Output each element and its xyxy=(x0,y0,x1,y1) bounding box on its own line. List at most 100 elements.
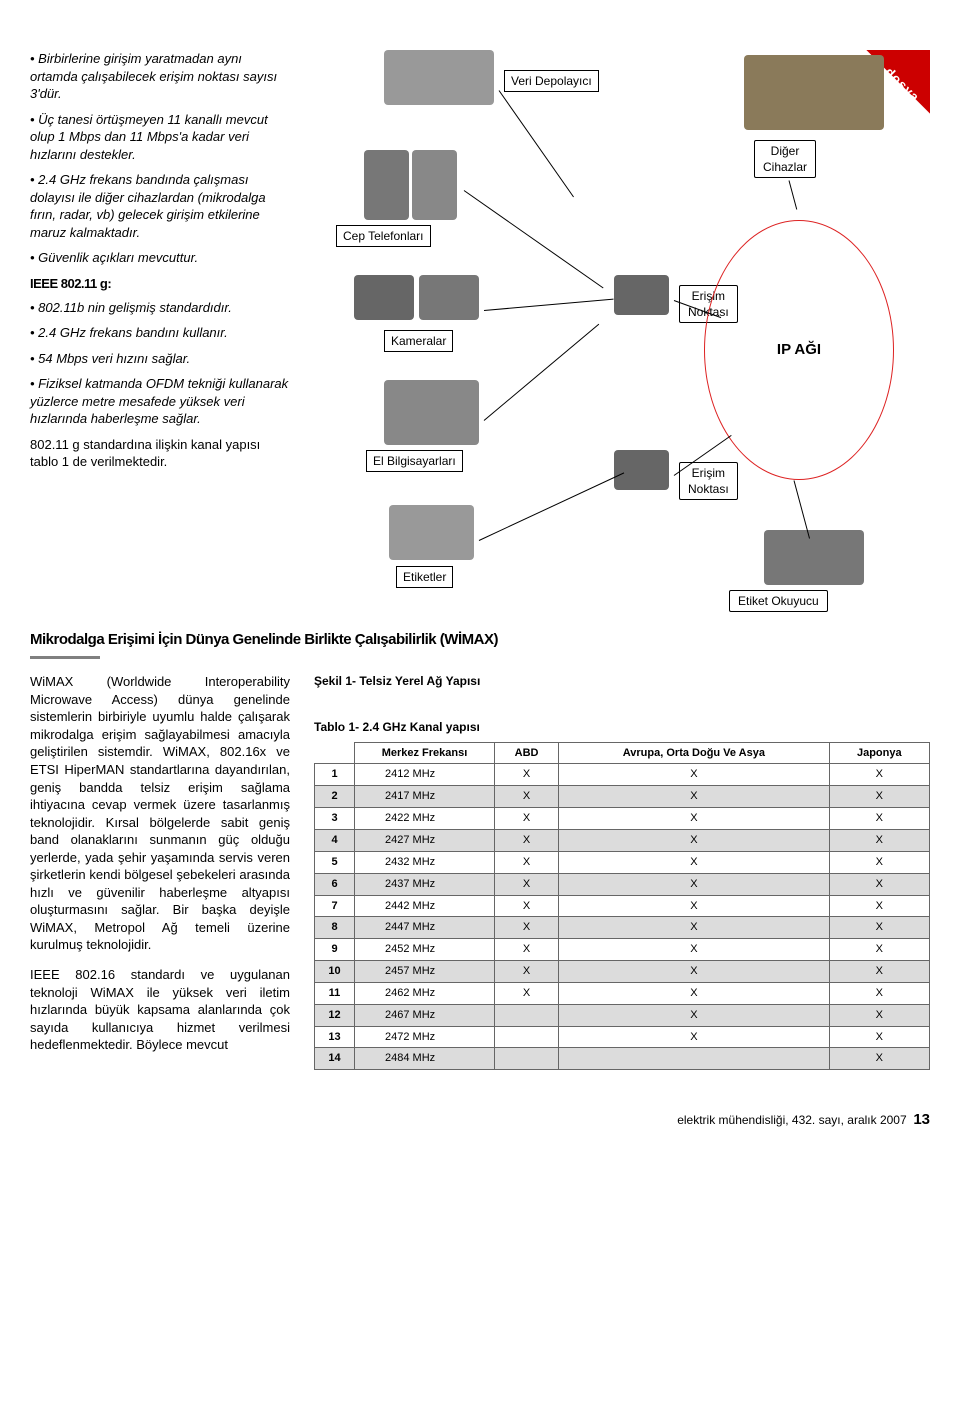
diagram-line xyxy=(464,190,604,288)
cell-num: 8 xyxy=(315,917,355,939)
cell-jp: X xyxy=(829,1004,929,1026)
wimax-paragraph-1: WiMAX (Worldwide Interoperability Microw… xyxy=(30,673,290,954)
cell-abd: X xyxy=(495,764,559,786)
table-row: 112462 MHzXXX xyxy=(315,982,930,1004)
label-cameras: Kameralar xyxy=(384,330,453,352)
cell-eu: X xyxy=(559,917,829,939)
cell-freq: 2452 MHz xyxy=(355,939,495,961)
th-japan: Japonya xyxy=(829,742,929,764)
cell-num: 13 xyxy=(315,1026,355,1048)
cell-jp: X xyxy=(829,830,929,852)
cell-eu: X xyxy=(559,1004,829,1026)
diagram-line xyxy=(789,180,798,209)
page-footer: elektrik mühendisliği, 432. sayı, aralık… xyxy=(30,1110,930,1130)
cell-abd: X xyxy=(495,786,559,808)
cell-abd xyxy=(495,1048,559,1070)
bullet-item: Üç tanesi örtüşmeyen 11 kanallı mevcut o… xyxy=(30,111,290,164)
cell-jp: X xyxy=(829,982,929,1004)
label-other-devices: Diğer Cihazlar xyxy=(754,140,816,178)
table-row: 12412 MHzXXX xyxy=(315,764,930,786)
table-row: 122467 MHz XX xyxy=(315,1004,930,1026)
sub-heading-g: IEEE 802.11 g: xyxy=(30,275,290,293)
table-row: 52432 MHzXXX xyxy=(315,851,930,873)
label-tag-reader: Etiket Okuyucu xyxy=(729,590,828,612)
left-column: Birbirlerine girişim yaratmadan aynı ort… xyxy=(30,50,290,610)
cell-abd: X xyxy=(495,982,559,1004)
cell-eu: X xyxy=(559,786,829,808)
cell-eu: X xyxy=(559,961,829,983)
cell-jp: X xyxy=(829,961,929,983)
cell-freq: 2484 MHz xyxy=(355,1048,495,1070)
network-diagram: Veri Depolayıcı Cep Telefonları Kamerala… xyxy=(314,50,904,610)
table-row: 132472 MHz XX xyxy=(315,1026,930,1048)
cell-num: 6 xyxy=(315,873,355,895)
channel-table: Merkez Frekansı ABD Avrupa, Orta Doğu Ve… xyxy=(314,742,930,1071)
label-handhelds: El Bilgisayarları xyxy=(366,450,463,472)
ip-network-ellipse: IP AĞI xyxy=(704,220,894,480)
table-row: 72442 MHzXXX xyxy=(315,895,930,917)
cell-freq: 2422 MHz xyxy=(355,808,495,830)
cell-abd: X xyxy=(495,830,559,852)
cell-num: 5 xyxy=(315,851,355,873)
cell-jp: X xyxy=(829,1026,929,1048)
access-point-icon xyxy=(614,275,669,315)
cell-abd: X xyxy=(495,873,559,895)
cell-num: 4 xyxy=(315,830,355,852)
bullet-item: Birbirlerine girişim yaratmadan aynı ort… xyxy=(30,50,290,103)
footer-text: elektrik mühendisliği, 432. sayı, aralık… xyxy=(677,1113,906,1127)
bullet-item: 2.4 GHz frekans bandını kullanır. xyxy=(30,324,290,342)
table-row: 142484 MHzX xyxy=(315,1048,930,1070)
cell-eu: X xyxy=(559,764,829,786)
cell-freq: 2462 MHz xyxy=(355,982,495,1004)
table-row: 92452 MHzXXX xyxy=(315,939,930,961)
cell-eu xyxy=(559,1048,829,1070)
lower-left-column: WiMAX (Worldwide Interoperability Microw… xyxy=(30,673,290,1070)
label-phones: Cep Telefonları xyxy=(336,225,431,247)
cell-jp: X xyxy=(829,786,929,808)
cell-eu: X xyxy=(559,808,829,830)
label-access-point-2: Erişim Noktası xyxy=(679,462,738,500)
table-row: 22417 MHzXXX xyxy=(315,786,930,808)
cell-num: 2 xyxy=(315,786,355,808)
cell-freq: 2472 MHz xyxy=(355,1026,495,1048)
cell-jp: X xyxy=(829,1048,929,1070)
cell-eu: X xyxy=(559,982,829,1004)
th-blank xyxy=(315,742,355,764)
access-point-icon xyxy=(614,450,669,490)
cell-num: 7 xyxy=(315,895,355,917)
camera-icon xyxy=(419,275,479,320)
section-rule xyxy=(30,656,100,659)
cell-abd: X xyxy=(495,961,559,983)
cell-freq: 2427 MHz xyxy=(355,830,495,852)
bullet-item: Fiziksel katmanda OFDM tekniği kullanara… xyxy=(30,375,290,428)
tags-icon xyxy=(389,505,474,560)
cell-jp: X xyxy=(829,917,929,939)
table-row: 82447 MHzXXX xyxy=(315,917,930,939)
handheld-icon xyxy=(384,380,479,445)
table-header-row: Merkez Frekansı ABD Avrupa, Orta Doğu Ve… xyxy=(315,742,930,764)
figure-caption: Şekil 1- Telsiz Yerel Ağ Yapısı xyxy=(314,673,930,689)
cell-jp: X xyxy=(829,873,929,895)
cell-num: 10 xyxy=(315,961,355,983)
cell-abd: X xyxy=(495,851,559,873)
cell-eu: X xyxy=(559,851,829,873)
cell-eu: X xyxy=(559,1026,829,1048)
cell-jp: X xyxy=(829,895,929,917)
cell-num: 1 xyxy=(315,764,355,786)
cell-num: 3 xyxy=(315,808,355,830)
cell-eu: X xyxy=(559,830,829,852)
bullet-item: Güvenlik açıkları mevcuttur. xyxy=(30,249,290,267)
cell-freq: 2437 MHz xyxy=(355,873,495,895)
phone-icon xyxy=(412,150,457,220)
cell-num: 11 xyxy=(315,982,355,1004)
cell-freq: 2467 MHz xyxy=(355,1004,495,1026)
g-end-paragraph: 802.11 g standardına ilişkin kanal yapıs… xyxy=(30,436,290,471)
camera-icon xyxy=(354,275,414,320)
cell-freq: 2417 MHz xyxy=(355,786,495,808)
diagram-line xyxy=(484,299,614,311)
phone-icon xyxy=(364,150,409,220)
cell-abd xyxy=(495,1004,559,1026)
cell-abd: X xyxy=(495,939,559,961)
bullet-item: 54 Mbps veri hızını sağlar. xyxy=(30,350,290,368)
cell-num: 12 xyxy=(315,1004,355,1026)
